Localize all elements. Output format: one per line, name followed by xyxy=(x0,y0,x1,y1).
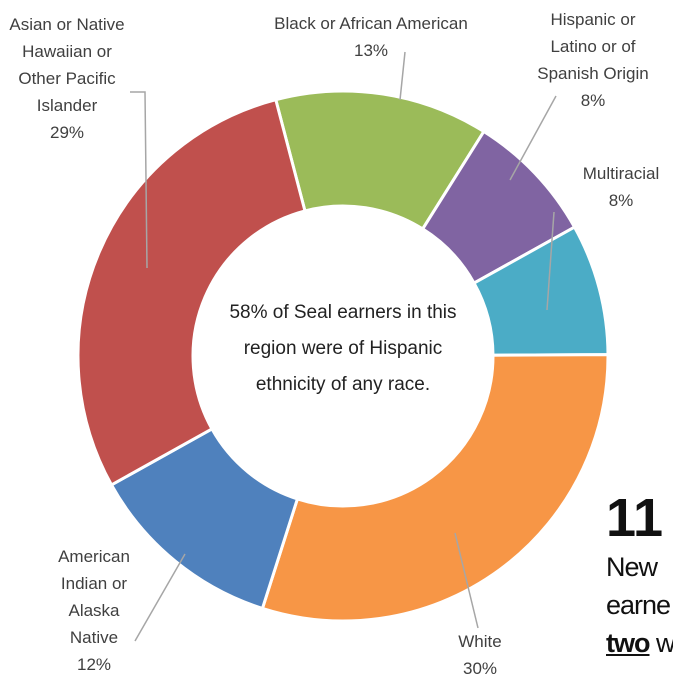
side-text: 11 New earne two w xyxy=(606,488,673,662)
side-line: earne xyxy=(606,590,671,620)
category-label: Asian or Native Hawaiian or Other Pacifi… xyxy=(9,15,125,115)
leader-line xyxy=(454,532,479,629)
leader-line xyxy=(546,211,555,311)
donut-segment xyxy=(76,97,307,487)
leader-line xyxy=(399,51,406,101)
value-label: 13% xyxy=(353,41,389,60)
leader-line xyxy=(130,91,148,269)
slice-label: Hispanic or Latino or of Spanish Origin 8… xyxy=(535,6,651,114)
value-label: 8% xyxy=(608,191,634,210)
center-annotation: 58% of Seal earners in this region were … xyxy=(229,302,457,395)
value-label: 30% xyxy=(462,659,498,677)
side-number: 11 xyxy=(606,488,664,548)
side-line: New xyxy=(606,552,658,582)
leader-line xyxy=(509,95,557,181)
slice-label: White 30% xyxy=(420,628,540,677)
category-label: Hispanic or Latino or of Spanish Origin xyxy=(537,10,649,83)
value-label: 29% xyxy=(49,123,85,142)
donut-segment xyxy=(260,353,610,623)
slice-label: Multiracial 8% xyxy=(568,160,673,214)
category-label: Black or African American xyxy=(274,14,468,33)
side-line: two w xyxy=(606,624,673,662)
category-label: White xyxy=(458,632,502,651)
side-rest: w xyxy=(649,628,673,658)
slice-label: Asian or Native Hawaiian or Other Pacifi… xyxy=(8,11,126,146)
category-label: American Indian or Alaska Native xyxy=(58,547,130,647)
leader-line xyxy=(134,553,186,642)
value-label: 12% xyxy=(76,655,112,674)
slice-label: Black or African American 13% xyxy=(241,10,501,64)
value-label: 8% xyxy=(580,91,606,110)
side-bold: two xyxy=(606,628,650,658)
category-label: Multiracial xyxy=(582,164,660,183)
slice-label: American Indian or Alaska Native 12% xyxy=(44,543,144,677)
